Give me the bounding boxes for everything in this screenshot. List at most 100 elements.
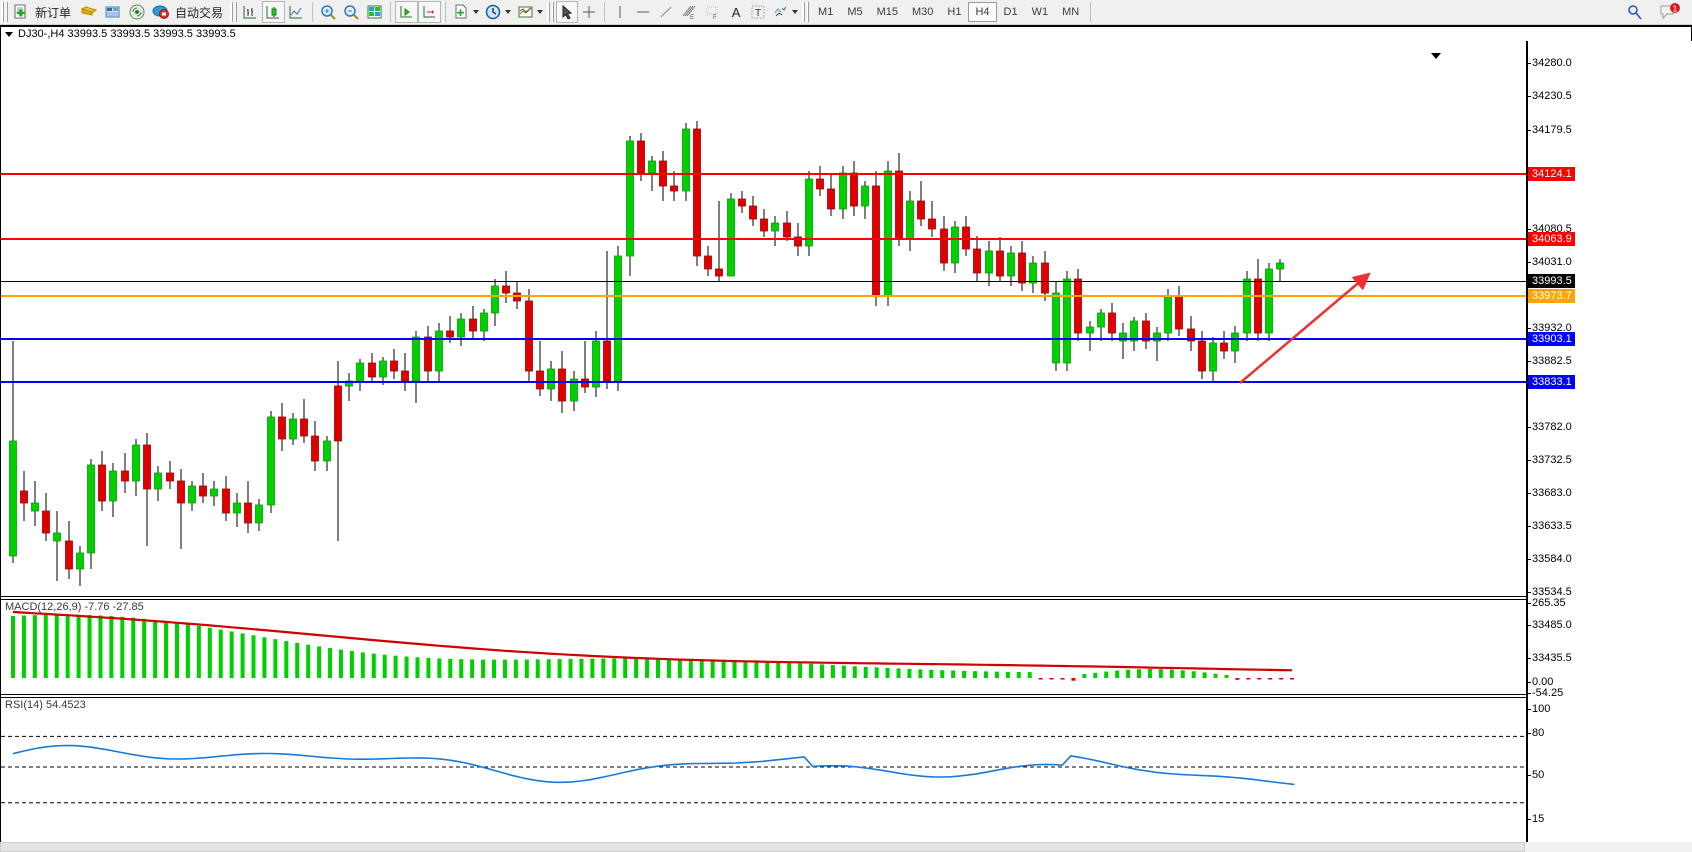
timeframe-mn[interactable]: MN [1062, 6, 1080, 18]
vline-icon[interactable] [609, 1, 631, 23]
toolbar-grip[interactable] [1, 2, 8, 22]
toolbar-grip-4[interactable] [802, 2, 810, 22]
macd-axis-tick: -54.25 [1527, 687, 1564, 699]
scrollbar-thumb[interactable] [0, 842, 1525, 852]
svg-text:T: T [755, 8, 761, 19]
timeframe-m5[interactable]: M5 [847, 6, 863, 18]
period-icon[interactable] [482, 1, 514, 23]
auto-scroll-icon[interactable] [418, 1, 442, 23]
rsi-axis-tick: 100 [1527, 703, 1551, 715]
new-order-label: 新订单 [35, 5, 72, 20]
chevron-down-icon-4[interactable] [792, 10, 799, 14]
price-label-current-bid[interactable]: 33973.7 [1528, 289, 1575, 303]
price-label-resistance-1[interactable]: 34063.9 [1528, 232, 1575, 246]
timeframe-w1[interactable]: W1 [1031, 6, 1049, 18]
signal-icon[interactable] [125, 1, 149, 23]
macd-pane[interactable]: MACD(12,26,9) -7.76 -27.85 [1, 599, 1526, 695]
chart-titlebar: DJ30-,H4 33993.5 33993.5 33993.5 33993.5 [1, 27, 1691, 41]
timeframe-d1[interactable]: D1 [1003, 6, 1018, 18]
zoom-out-icon[interactable] [340, 1, 363, 23]
templates-icon[interactable] [514, 1, 546, 23]
chevron-down-icon-3[interactable] [537, 10, 544, 14]
price-tick: 34280.0 [1528, 57, 1572, 69]
price-label-support-2[interactable]: 33833.1 [1528, 375, 1575, 389]
candlestick-icon[interactable] [262, 1, 286, 23]
toolbar-right-icons: 1 [1623, 1, 1692, 23]
price-tick: 33932.0 [1528, 322, 1572, 334]
price-tick: 33435.5 [1528, 652, 1572, 664]
trendline-icon[interactable] [655, 1, 677, 23]
alert-icon[interactable]: 1 [1656, 1, 1684, 23]
toolbar-grip-2[interactable] [230, 2, 238, 22]
price-axis[interactable]: 34280.0 34230.5 34179.5 34080.5 34031.0 … [1526, 41, 1692, 845]
price-tick: 33534.5 [1528, 586, 1572, 598]
chart-area[interactable]: DJ30-,H4 33993.5 33993.5 33993.5 33993.5 [0, 25, 1692, 852]
price-label-support-1[interactable]: 33903.1 [1528, 332, 1575, 346]
level-line-resistance-2[interactable] [1, 173, 1526, 175]
price-tick: 34179.5 [1528, 124, 1572, 136]
price-tick: 33683.0 [1528, 487, 1572, 499]
toolbar-separator-4 [604, 2, 606, 22]
level-line-support-2[interactable] [1, 381, 1526, 383]
fibonacci-icon[interactable]: E [677, 1, 701, 23]
crosshair-icon[interactable] [578, 1, 600, 23]
main-toolbar: 新订单 自动交易 [0, 0, 1692, 25]
svg-text:1: 1 [1673, 5, 1678, 14]
bar-chart-icon[interactable] [239, 1, 262, 23]
price-tick: 34230.5 [1528, 90, 1572, 102]
collapse-arrow-icon[interactable] [1431, 53, 1441, 59]
level-line-current-bid[interactable] [1, 295, 1526, 297]
price-pane[interactable] [1, 41, 1526, 597]
horizontal-scrollbar[interactable] [0, 842, 1692, 852]
new-order-button[interactable]: 新订单 [10, 1, 77, 23]
search-icon[interactable] [1623, 1, 1646, 23]
toolbar-separator-5 [1090, 2, 1092, 22]
rsi-series [1, 735, 1526, 804]
timeframe-h1[interactable]: H1 [947, 6, 962, 18]
text-icon[interactable]: A [731, 4, 741, 20]
level-line-support-1[interactable] [1, 338, 1526, 340]
new-chart-icon[interactable] [450, 1, 482, 23]
level-line-resistance-1[interactable] [1, 238, 1526, 240]
terminal-icon[interactable] [101, 1, 125, 23]
indicators-icon[interactable] [769, 1, 801, 23]
toolbar-separator-3 [445, 2, 447, 22]
rsi-axis-tick: 50 [1527, 769, 1545, 781]
rsi-pane[interactable]: RSI(14) 54.4523 [1, 697, 1526, 845]
hline-icon[interactable] [631, 1, 655, 23]
timeframe-m30[interactable]: M30 [912, 6, 934, 18]
price-label-resistance-2[interactable]: 34124.1 [1528, 167, 1575, 181]
chart-menu-triangle-icon[interactable] [5, 31, 13, 37]
macd-axis-tick: 0.00 [1527, 676, 1554, 688]
svg-text:F: F [713, 15, 717, 21]
rsi-label: RSI(14) 54.4523 [5, 699, 86, 711]
data-window-icon[interactable] [363, 1, 386, 23]
macd-series [11, 610, 1295, 681]
chevron-down-icon[interactable] [473, 10, 480, 14]
price-tick: 33882.5 [1528, 355, 1572, 367]
trend-arrow-drawing[interactable] [1, 41, 1526, 597]
price-tick: 34031.0 [1528, 256, 1572, 268]
chart-title: DJ30-,H4 33993.5 33993.5 33993.5 33993.5 [18, 28, 236, 40]
level-line-last-price [1, 281, 1526, 282]
channel-icon[interactable]: F [701, 1, 725, 23]
macd-axis-tick: 265.35 [1528, 597, 1566, 609]
label-icon[interactable]: T [747, 1, 769, 23]
zoom-in-icon[interactable] [317, 1, 340, 23]
timeframe-m1[interactable]: M1 [818, 6, 834, 18]
price-tick: 33485.0 [1528, 619, 1572, 631]
chart-shift-icon[interactable] [395, 1, 419, 23]
svg-text:E: E [690, 15, 694, 21]
price-tick: 33732.5 [1528, 454, 1572, 466]
cursor-icon[interactable] [556, 1, 579, 23]
chevron-down-icon-2[interactable] [505, 10, 512, 14]
folder-icon[interactable] [77, 1, 101, 23]
toolbar-grip-3[interactable] [547, 2, 555, 22]
line-chart-icon[interactable] [285, 1, 308, 23]
timeframe-m15[interactable]: M15 [876, 6, 898, 18]
expert-advisor-icon[interactable]: 自动交易 [149, 1, 229, 23]
timeframe-h4[interactable]: H4 [968, 2, 997, 22]
toolbar-separator-2 [390, 2, 392, 22]
price-tick: 33633.5 [1528, 520, 1572, 532]
